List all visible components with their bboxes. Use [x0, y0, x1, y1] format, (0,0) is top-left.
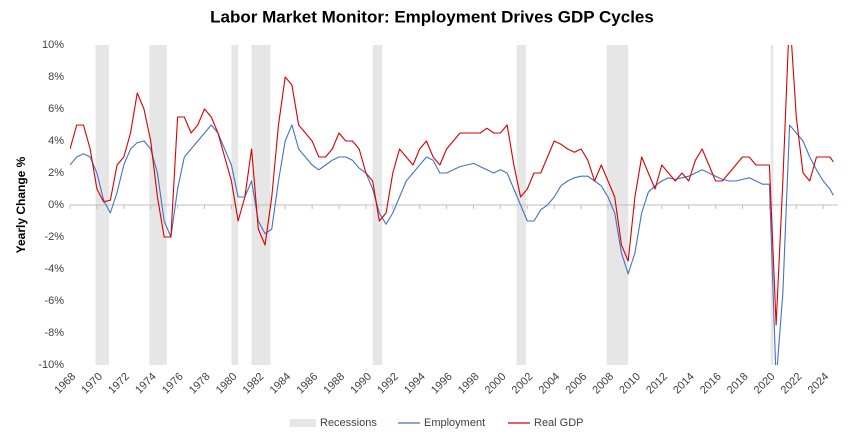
y-tick-label: 2%: [48, 167, 64, 179]
x-tick-label: 2018: [725, 371, 751, 397]
series-line: [70, 45, 834, 326]
y-tick-label: 4%: [48, 135, 64, 147]
lines-layer: [70, 45, 834, 365]
x-tick-label: 1976: [160, 371, 186, 397]
x-tick-label: 1984: [268, 371, 294, 397]
y-axis-label: Yearly Change %: [14, 156, 28, 253]
x-tick-label: 1986: [294, 371, 320, 397]
y-tick-label: 0%: [48, 199, 64, 211]
legend-swatch: [290, 419, 316, 427]
x-tick-label: 1968: [52, 371, 78, 397]
x-tick-label: 2020: [752, 371, 778, 397]
x-tick-label: 1970: [79, 371, 105, 397]
x-tick-label: 1994: [402, 371, 428, 397]
x-tick-label: 2022: [779, 371, 805, 397]
x-tick-label: 2010: [617, 371, 643, 397]
x-tick-label: 2002: [510, 371, 536, 397]
x-tick-label: 1978: [187, 371, 213, 397]
series-line: [70, 124, 834, 365]
x-tick-label: 1974: [133, 371, 159, 397]
y-tick-label: -8%: [44, 327, 64, 339]
x-tick-label: 1996: [429, 371, 455, 397]
y-tick-label: -10%: [38, 359, 64, 371]
legend-label: Real GDP: [534, 417, 584, 429]
x-tick-label: 2012: [644, 371, 670, 397]
y-tick-label: -4%: [44, 263, 64, 275]
x-tick-label: 2000: [483, 371, 509, 397]
x-tick-label: 1992: [375, 371, 401, 397]
x-tick-label: 1988: [321, 371, 347, 397]
x-tick-label: 2004: [537, 371, 563, 397]
x-tick-label: 1972: [106, 371, 132, 397]
x-tick-label: 1998: [456, 371, 482, 397]
x-tick-label: 2024: [806, 371, 832, 397]
x-tick-label: 1980: [214, 371, 240, 397]
chart-title: Labor Market Monitor: Employment Drives …: [210, 7, 654, 26]
x-tick-label: 2008: [590, 371, 616, 397]
x-tick-label: 2014: [671, 371, 697, 397]
legend: Recessions Employment Real GDP: [290, 417, 584, 429]
y-tick-label: -2%: [44, 231, 64, 243]
legend-label: Employment: [424, 417, 485, 429]
x-tick-label: 2006: [563, 371, 589, 397]
x-tick-label: 1990: [348, 371, 374, 397]
y-tick-label: 10%: [42, 39, 64, 51]
legend-label: Recessions: [320, 417, 377, 429]
y-tick-label: -6%: [44, 295, 64, 307]
x-tick-label: 2016: [698, 371, 724, 397]
x-tick-label: 1982: [241, 371, 267, 397]
y-tick-label: 6%: [48, 103, 64, 115]
y-tick-label: 8%: [48, 71, 64, 83]
